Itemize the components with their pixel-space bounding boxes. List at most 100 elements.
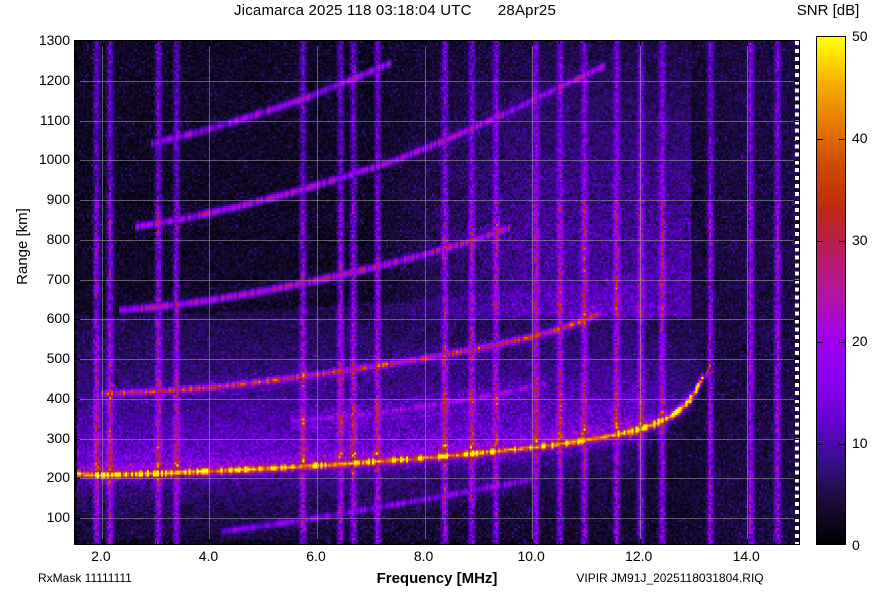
y-tick-major	[794, 239, 799, 241]
y-tick-minor	[75, 180, 78, 182]
x-tick-minor	[720, 541, 722, 544]
x-tick-major	[532, 539, 534, 544]
y-tick-minor	[796, 379, 799, 380]
colorbar-tick	[817, 444, 823, 446]
y-tick-major	[794, 438, 799, 440]
y-tick-label: 1200	[38, 71, 70, 88]
x-tick-minor	[666, 41, 668, 44]
y-tick-label: 600	[46, 310, 70, 327]
x-tick-label: 4.0	[198, 548, 219, 564]
x-tick-label: 12.0	[625, 548, 653, 564]
x-tick-minor	[774, 41, 776, 44]
y-tick-minor	[796, 458, 799, 460]
y-tick-label: 800	[46, 230, 70, 247]
y-tick-minor	[796, 418, 799, 420]
x-tick-minor	[155, 41, 157, 44]
x-tick-minor	[370, 541, 372, 544]
colorbar-title: SNR [dB]	[796, 2, 860, 19]
y-axis-ticklabels: 100 200 300 400 500 600 700 800 900 1000 1100 1200 1…	[0, 0, 70, 595]
colorbar-tick	[817, 138, 823, 140]
x-tick-minor	[505, 41, 507, 44]
y-tick-major	[794, 359, 799, 361]
y-tick-minor	[75, 379, 78, 380]
y-tick-label: 900	[46, 191, 70, 208]
y-tick-label: 400	[46, 389, 70, 406]
y-tick-minor	[75, 458, 78, 460]
colorbar-tick-label: 20	[852, 333, 868, 350]
y-tick-minor	[75, 538, 78, 539]
x-tick-minor	[290, 41, 292, 44]
x-tick-minor	[128, 41, 130, 44]
y-tick-major	[75, 160, 80, 162]
x-tick-minor	[505, 541, 507, 544]
x-tick-minor	[666, 541, 668, 544]
colorbar-tick	[839, 138, 845, 140]
x-tick-minor	[478, 41, 480, 44]
y-tick-major	[75, 359, 80, 361]
y-tick-major	[794, 120, 799, 122]
ionogram-plot-area[interactable]	[74, 40, 800, 545]
y-tick-minor	[75, 299, 78, 301]
x-tick-minor	[693, 541, 695, 544]
y-tick-minor	[796, 60, 799, 62]
x-tick-minor	[397, 41, 399, 44]
y-tick-major	[794, 80, 799, 82]
y-tick-label: 1100	[39, 111, 70, 128]
x-tick-minor	[478, 541, 480, 544]
x-tick-minor	[612, 41, 614, 44]
y-tick-major	[794, 398, 799, 400]
y-tick-label: 100	[46, 509, 70, 526]
y-tick-minor	[75, 60, 78, 62]
ionogram-image	[75, 41, 799, 544]
colorbar-tick-label: 50	[852, 28, 868, 44]
x-tick-minor	[370, 41, 372, 44]
colorbar-tick	[817, 342, 823, 344]
y-tick-major	[794, 279, 799, 281]
y-tick-label: 1000	[38, 151, 70, 168]
y-tick-minor	[75, 498, 78, 500]
y-tick-major	[794, 319, 799, 321]
y-tick-major	[794, 200, 799, 202]
x-tick-major	[101, 41, 103, 46]
x-tick-label: 8.0	[413, 548, 434, 564]
y-tick-minor	[796, 100, 799, 102]
x-tick-label: 14.0	[732, 548, 760, 564]
x-tick-minor	[612, 541, 614, 544]
y-tick-major	[75, 478, 80, 480]
colorbar-tick-label: 30	[852, 231, 868, 248]
x-tick-minor	[182, 41, 184, 44]
y-tick-minor	[796, 140, 799, 142]
x-axis-label: Frequency [MHz]	[376, 570, 498, 587]
y-tick-major	[75, 80, 80, 82]
y-tick-label: 500	[46, 350, 70, 367]
y-tick-minor	[796, 219, 799, 221]
y-tick-minor	[75, 418, 78, 420]
x-tick-major	[317, 41, 318, 46]
x-tick-major	[317, 539, 318, 544]
y-tick-major	[794, 518, 799, 520]
rxmask-footer: RxMask 11111111	[38, 571, 132, 585]
y-tick-major	[794, 478, 799, 480]
y-tick-minor	[796, 339, 799, 341]
x-tick-minor	[451, 541, 453, 544]
x-tick-major	[209, 539, 211, 544]
y-tick-label: 300	[46, 429, 70, 446]
figure-title: Jicamarca 2025 118 03:18:04 UTC 28Apr25	[233, 2, 557, 19]
y-tick-major	[794, 160, 799, 162]
x-tick-minor	[585, 41, 587, 44]
y-tick-label: 1300	[38, 32, 70, 48]
y-tick-minor	[796, 180, 799, 182]
colorbar[interactable]	[816, 36, 846, 545]
y-tick-minor	[75, 100, 78, 102]
y-tick-label: 200	[46, 469, 70, 486]
y-tick-minor	[75, 259, 78, 261]
colorbar-tick-label: 0	[852, 537, 860, 553]
x-tick-major	[639, 539, 641, 544]
y-tick-major	[75, 279, 80, 281]
colorbar-tick	[817, 240, 823, 242]
y-tick-minor	[75, 339, 78, 341]
y-tick-major	[75, 319, 80, 321]
y-tick-minor	[796, 299, 799, 301]
x-tick-minor	[774, 541, 776, 544]
